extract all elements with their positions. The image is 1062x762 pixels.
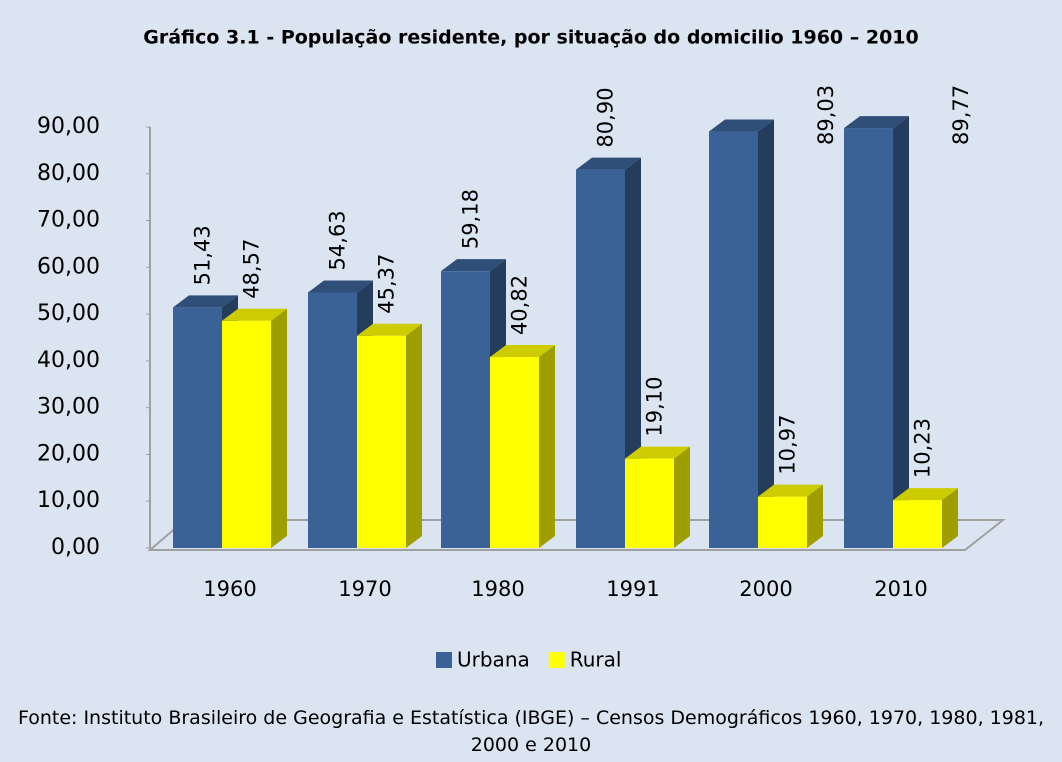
bar-top <box>709 119 774 132</box>
data-label: 19,10 <box>643 377 667 437</box>
bar-top <box>222 308 287 321</box>
bar <box>709 131 758 548</box>
bar-top <box>844 116 909 129</box>
bar <box>222 320 271 548</box>
chart: Gráfico 3.1 - População residente, por s… <box>37 27 1006 672</box>
bar-side <box>406 323 422 548</box>
data-label: 10,97 <box>776 415 800 475</box>
bar-side <box>674 446 690 548</box>
bar-top <box>357 323 422 336</box>
data-label: 48,57 <box>240 239 264 299</box>
data-label: 89,03 <box>814 85 838 145</box>
bar <box>844 128 893 549</box>
legend-swatch <box>436 652 452 668</box>
bar <box>576 169 625 548</box>
bar <box>441 271 490 548</box>
bar <box>357 335 406 548</box>
bar-side <box>539 345 555 548</box>
x-tick-label: 1991 <box>606 577 659 601</box>
bar-side <box>271 308 287 548</box>
legend-label: Urbana <box>457 648 530 672</box>
x-tick-label: 1980 <box>471 577 524 601</box>
y-tick-label: 0,00 <box>51 535 100 560</box>
chart-title: Gráfico 3.1 - População residente, por s… <box>143 27 919 49</box>
bar-top <box>308 280 373 293</box>
x-tick-label: 2010 <box>874 577 927 601</box>
data-label: 51,43 <box>191 225 215 285</box>
y-tick-label: 50,00 <box>37 301 100 326</box>
bar-top <box>173 295 238 308</box>
x-tick-label: 1970 <box>338 577 391 601</box>
bar-side <box>893 116 909 548</box>
bar-top <box>893 488 958 501</box>
legend-label: Rural <box>570 648 622 672</box>
data-label: 10,23 <box>911 418 935 478</box>
bar <box>625 458 674 548</box>
legend-swatch <box>548 652 565 668</box>
bar-top <box>441 259 506 272</box>
y-tick-label: 70,00 <box>37 208 100 233</box>
data-label: 54,63 <box>326 210 350 270</box>
bar-top <box>576 157 641 170</box>
y-tick-label: 90,00 <box>37 114 100 139</box>
y-tick-label: 20,00 <box>37 441 100 466</box>
y-tick-label: 30,00 <box>37 395 100 420</box>
bar-side <box>942 488 958 548</box>
bar-top <box>758 484 823 497</box>
y-tick-label: 10,00 <box>37 488 100 513</box>
x-tick-label: 2000 <box>739 577 792 601</box>
bar <box>308 292 357 548</box>
bar <box>758 496 807 548</box>
bar-side <box>807 484 823 548</box>
source-note: Fonte: Instituto Brasileiro de Geografia… <box>17 707 1045 756</box>
y-tick-label: 80,00 <box>37 161 100 186</box>
bar <box>893 500 942 548</box>
y-tick-label: 40,00 <box>37 348 100 373</box>
y-tick-label: 60,00 <box>37 254 100 279</box>
bar-top <box>625 446 690 459</box>
bar-top <box>490 345 555 358</box>
data-label: 59,18 <box>459 189 483 249</box>
bar <box>490 357 539 548</box>
data-label: 80,90 <box>594 87 618 147</box>
data-label: 89,77 <box>949 85 973 145</box>
x-tick-label: 1960 <box>203 577 256 601</box>
data-label: 40,82 <box>508 275 532 335</box>
bar <box>173 307 222 548</box>
bar-side <box>758 119 774 548</box>
data-label: 45,37 <box>375 254 399 314</box>
